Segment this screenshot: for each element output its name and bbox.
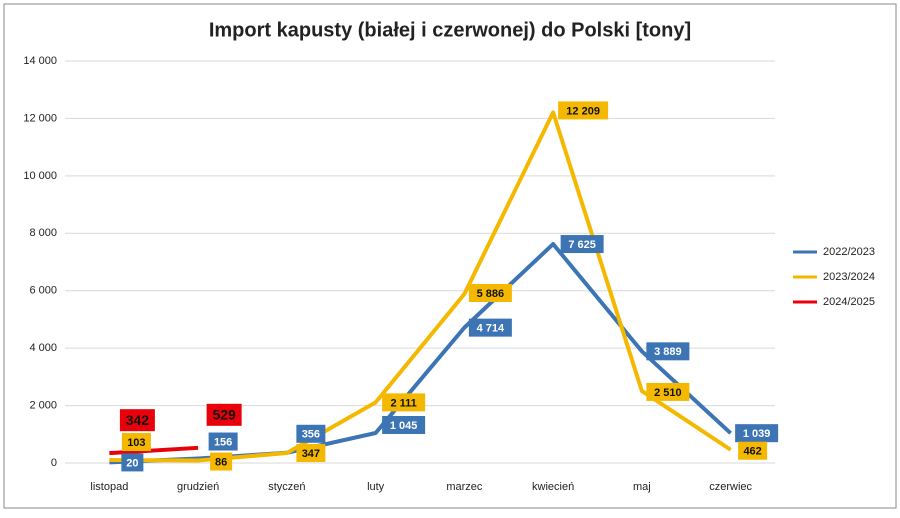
data-label-box xyxy=(735,424,779,443)
data-label: 1 045 xyxy=(390,420,418,432)
data-label-box xyxy=(210,452,233,471)
x-tick-label: marzec xyxy=(446,481,483,493)
data-label: 1 039 xyxy=(743,428,771,440)
data-label-box xyxy=(560,235,604,254)
y-tick-label: 2 000 xyxy=(29,399,57,411)
data-label-box xyxy=(206,403,242,426)
data-label-box xyxy=(558,101,609,120)
data-label-box xyxy=(121,433,151,452)
chart-title: Import kapusty (białej i czerwonej) do P… xyxy=(209,19,691,41)
data-label: 4 714 xyxy=(477,323,505,335)
data-label: 2 510 xyxy=(654,387,682,399)
x-tick-label: czerwiec xyxy=(709,481,752,493)
data-label: 12 209 xyxy=(566,105,600,117)
y-tick-label: 14 000 xyxy=(23,55,57,67)
y-tick-label: 8 000 xyxy=(29,227,57,239)
series-line xyxy=(109,445,199,456)
data-label: 3 889 xyxy=(654,346,682,358)
data-label: 462 xyxy=(743,446,761,458)
data-label-box xyxy=(738,441,768,460)
data-label-box xyxy=(296,444,326,463)
legend-label: 2023/2024 xyxy=(823,271,875,283)
data-label-box xyxy=(468,283,512,302)
x-tick-label: maj xyxy=(633,481,651,493)
y-tick-label: 12 000 xyxy=(23,112,57,124)
data-label: 342 xyxy=(126,412,150,428)
data-label-box xyxy=(296,424,326,443)
data-label: 5 886 xyxy=(477,288,505,300)
y-tick-label: 10 000 xyxy=(23,170,57,182)
y-tick-label: 4 000 xyxy=(29,342,57,354)
data-label-box xyxy=(382,393,426,412)
data-label: 356 xyxy=(302,429,320,441)
data-label-box xyxy=(646,382,690,401)
data-label: 20 xyxy=(126,457,138,469)
data-label-box xyxy=(468,318,512,337)
x-tick-label: listopad xyxy=(90,481,128,493)
x-tick-label: styczeń xyxy=(268,481,305,493)
legend-label: 2024/2025 xyxy=(823,296,875,308)
x-tick-label: luty xyxy=(367,481,385,493)
data-label-box xyxy=(121,453,144,472)
data-label: 347 xyxy=(302,448,320,460)
data-label: 156 xyxy=(214,436,232,448)
data-label: 529 xyxy=(212,407,236,423)
x-tick-label: grudzień xyxy=(177,481,219,493)
data-label: 7 625 xyxy=(568,239,596,251)
data-label: 2 111 xyxy=(390,397,416,409)
y-tick-label: 6 000 xyxy=(29,285,57,297)
data-label-box xyxy=(382,415,426,434)
data-label-box xyxy=(208,432,238,451)
x-tick-label: kwiecień xyxy=(532,481,574,493)
data-label: 103 xyxy=(127,437,145,449)
legend-label: 2022/2023 xyxy=(823,246,875,258)
y-tick-label: 0 xyxy=(51,457,57,469)
data-label-box xyxy=(646,342,690,361)
data-label-box xyxy=(119,409,155,432)
data-label: 86 xyxy=(215,456,227,468)
